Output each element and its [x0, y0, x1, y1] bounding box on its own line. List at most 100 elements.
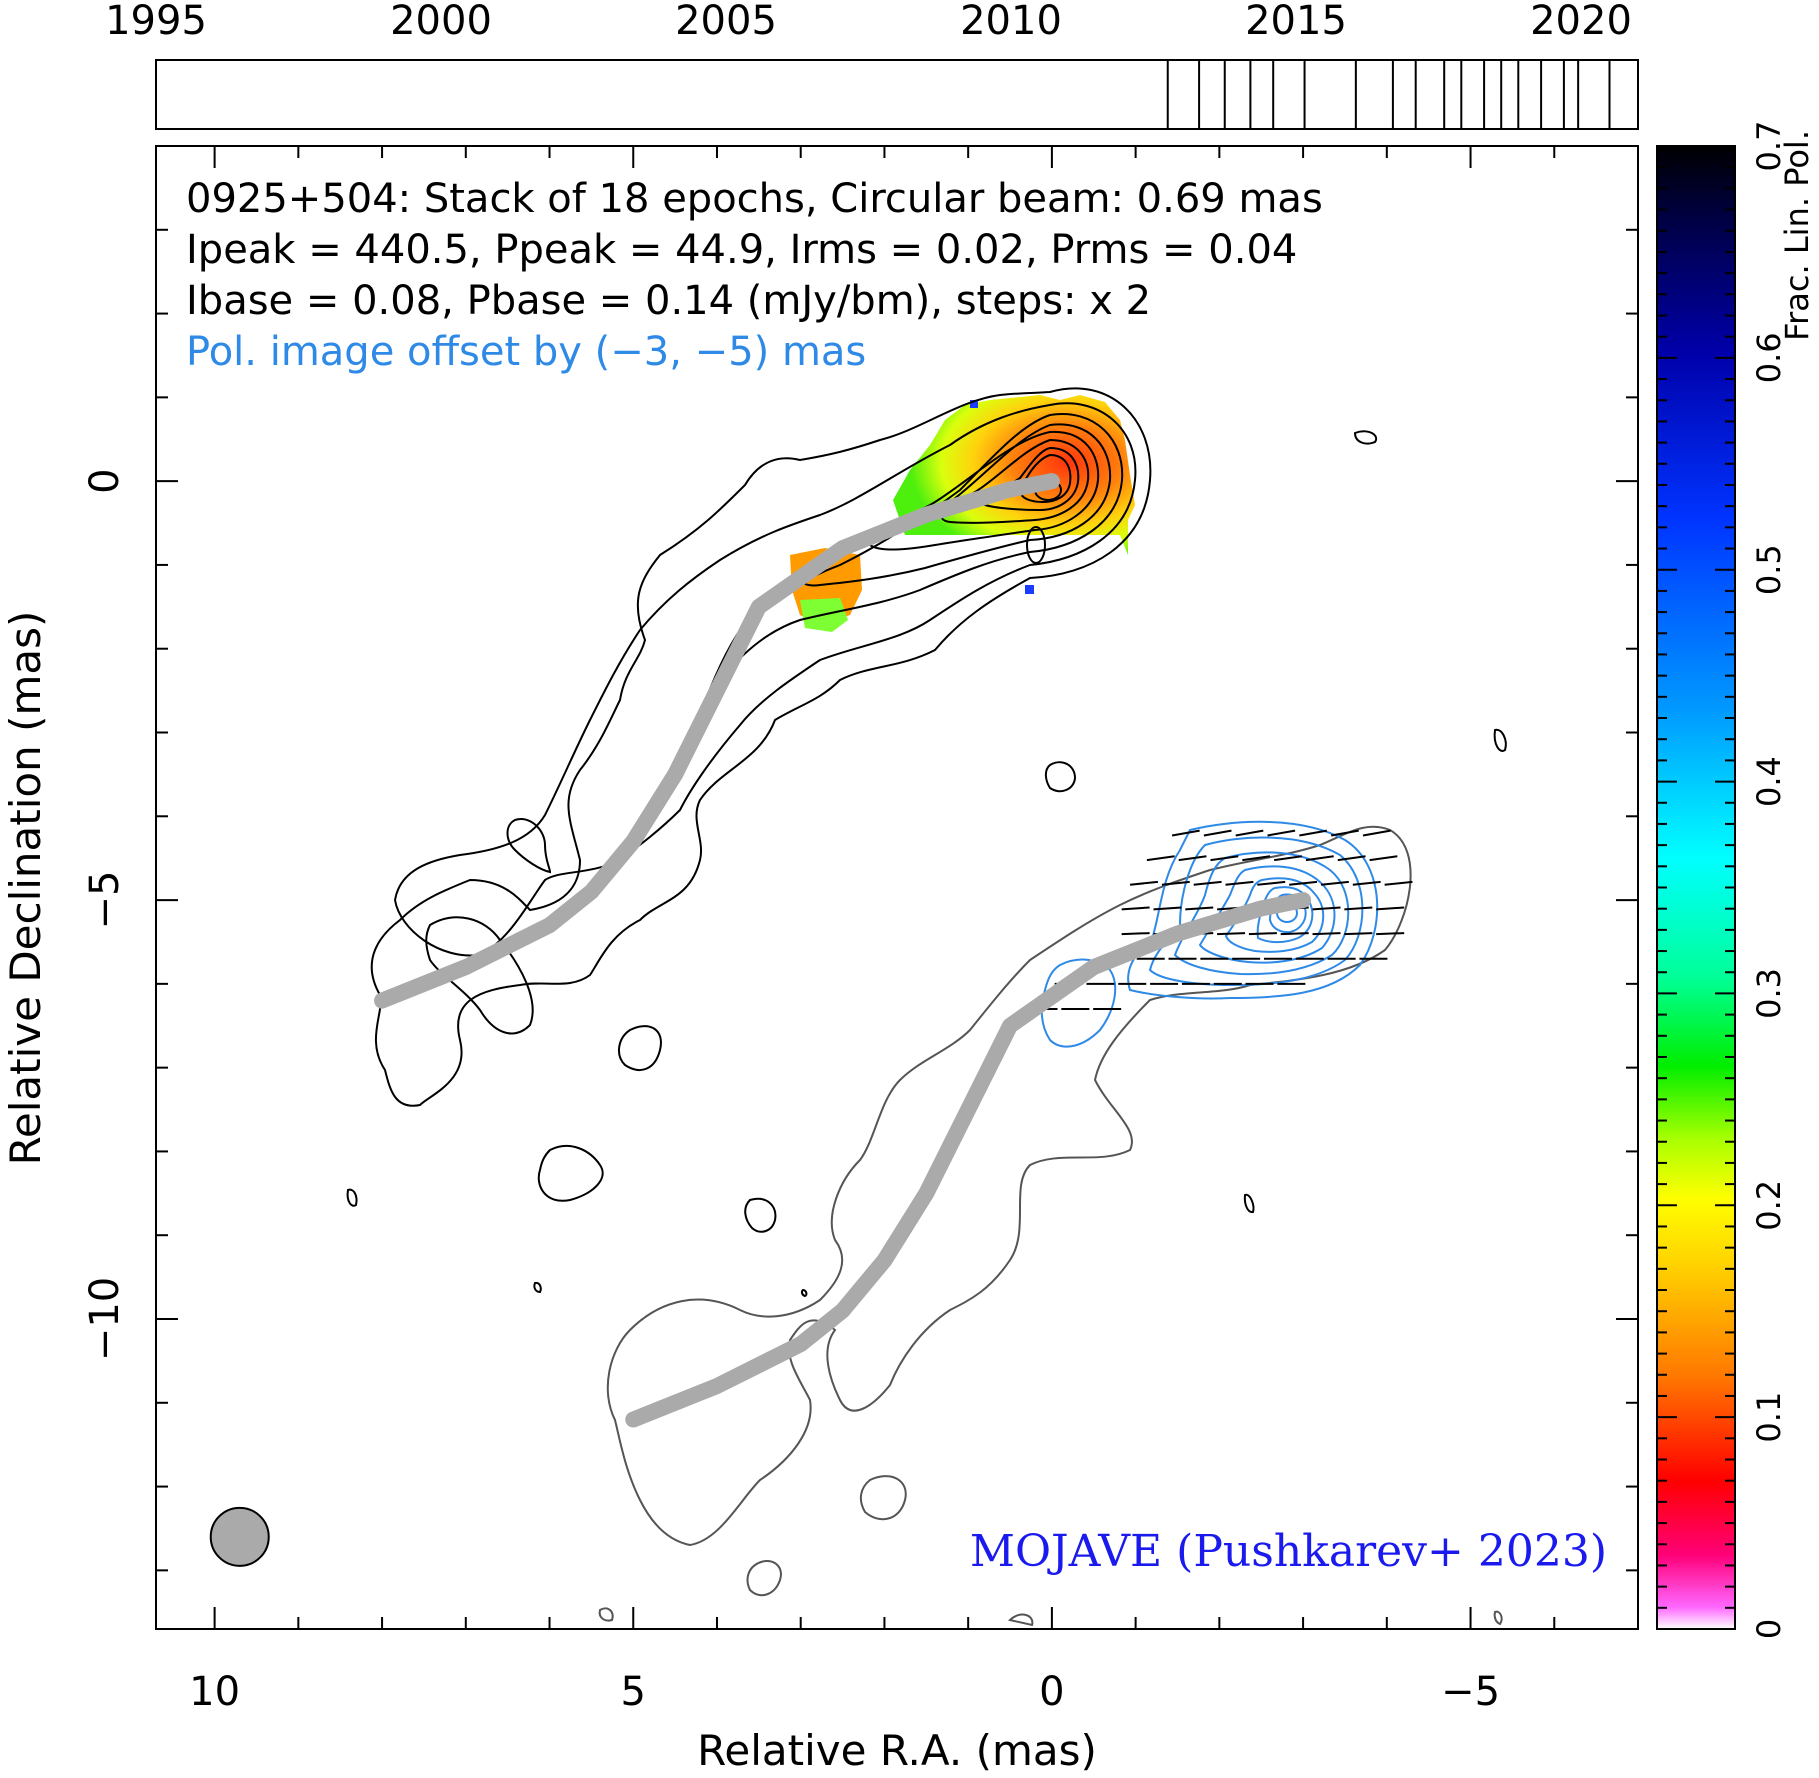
y-tick-label: 0 [82, 468, 128, 493]
x-axis-ticks [213, 146, 1639, 1629]
jet-ridgeline-offset [625, 892, 1312, 1428]
annotation-pol-offset: Pol. image offset by (−3, −5) mas [186, 329, 866, 375]
y-tick-labels: 0 −5 −10 [82, 468, 128, 1361]
beam-ellipse [209, 1506, 270, 1567]
contour-6 [940, 438, 1090, 524]
x-tick-label: −5 [1441, 1669, 1500, 1715]
timeline-year-label: 2020 [1530, 0, 1632, 44]
evpa-tick [1129, 880, 1159, 886]
epoch-timeline: 1995 2000 2005 2010 2015 2020 [105, 0, 1639, 130]
contour-7 [983, 446, 1080, 512]
evpa-tick [1376, 906, 1405, 911]
contour-island [533, 1281, 542, 1294]
evpa-tick [1248, 932, 1277, 936]
evpa-tick [1178, 855, 1207, 862]
colorbar-tick-label: 0.1 [1750, 1392, 1788, 1443]
evpa-tick [1376, 932, 1405, 936]
evpa-tick [1312, 906, 1341, 911]
evpa-tick [1146, 855, 1175, 862]
evpa-tick [1280, 932, 1309, 936]
evpa-tick [1344, 932, 1373, 936]
offset-contour-outer [606, 825, 1412, 1547]
contour-island [1493, 728, 1507, 752]
evpa-tick [1369, 855, 1398, 862]
colorbar-tick-label: 0.6 [1750, 332, 1788, 383]
contour-island [1243, 1193, 1255, 1214]
pol-contour-3 [1173, 851, 1350, 976]
evpa-tick [1153, 906, 1182, 911]
offset-contour-island [859, 1475, 907, 1521]
evpa-tick [1257, 880, 1286, 886]
offset-contour-island [1008, 1613, 1034, 1627]
timeline-year-label: 2000 [390, 0, 492, 44]
jet-ridgeline [374, 473, 1060, 1009]
evpa-tick [1312, 932, 1341, 936]
timeline-epoch-marks [1166, 60, 1611, 129]
colorbar-tick-label: 0 [1750, 1619, 1788, 1639]
evpa-tick [1344, 906, 1373, 911]
x-tick-label: 0 [1039, 1669, 1064, 1715]
evpa-tick [1320, 880, 1349, 886]
colorbar-tick-labels: 0 0.1 0.2 0.3 0.4 0.5 0.6 0.7 [1750, 121, 1788, 1640]
timeline-year-label: 2010 [960, 0, 1062, 44]
evpa-tick [1330, 829, 1359, 837]
contour-island [800, 1288, 808, 1298]
evpa-tick [1193, 880, 1222, 886]
evpa-tick [1305, 855, 1334, 862]
offset-stokes-i-contour [598, 825, 1503, 1627]
colorbar-tick-label: 0.7 [1750, 121, 1788, 172]
offset-contour-island [746, 1560, 782, 1597]
colorbar: 0 0.1 0.2 0.3 0.4 0.5 0.6 0.7 Frac. Lin. Pol. [1656, 121, 1816, 1640]
colorbar-tick-label: 0.5 [1750, 544, 1788, 595]
fpol-blue-pixel [1025, 585, 1034, 594]
evpa-tick [1274, 855, 1303, 862]
evpa-tick [1289, 880, 1318, 886]
timeline-year-labels: 1995 2000 2005 2010 2015 2020 [105, 0, 1632, 44]
evpa-tick [1362, 829, 1391, 837]
plot-frame [155, 145, 1639, 1630]
y-axis-ticks [156, 145, 1638, 1572]
contour-island [1044, 761, 1077, 793]
contour-island [744, 1197, 777, 1233]
x-axis-title: Relative R.A. (mas) [697, 1726, 1097, 1775]
offset-contour-island [1493, 1610, 1503, 1626]
evpa-tick [1384, 880, 1413, 886]
timeline-year-label: 2005 [675, 0, 777, 44]
y-axis-title: Relative Declination (mas) [1, 611, 50, 1166]
evpa-tick [1210, 855, 1239, 862]
annotation-line2: Ipeak = 440.5, Ppeak = 44.9, Irms = 0.02… [186, 227, 1297, 273]
evpa-tick [1235, 829, 1264, 837]
contour-5 [868, 430, 1100, 551]
contour-island [506, 818, 552, 874]
timeline-box [155, 59, 1639, 130]
evpa-tick [1203, 829, 1232, 837]
contour-island [1353, 430, 1378, 445]
pol-contour-5 [1224, 877, 1325, 953]
contour-core-inner [1026, 526, 1046, 564]
evpa-tick [1121, 906, 1150, 911]
evpa-tick [1337, 855, 1366, 862]
timeline-year-label: 1995 [105, 0, 207, 44]
evpa-tick [1299, 829, 1328, 837]
evpa-tick [1352, 880, 1381, 886]
evpa-tick [1242, 855, 1271, 862]
colorbar-title: Frac. Lin. Pol. [1778, 130, 1816, 341]
pol-contour-4 [1198, 865, 1336, 964]
credit-text: MOJAVE (Pushkarev+ 2023) [970, 1526, 1607, 1577]
evpa-tick [1121, 932, 1150, 936]
x-tick-label: 10 [189, 1669, 240, 1715]
y-tick-label: −5 [82, 871, 128, 930]
evpa-tick [1185, 906, 1214, 911]
offset-contour-island [598, 1607, 614, 1622]
colorbar-tick-label: 0.4 [1750, 756, 1788, 807]
annotation-line3: Ibase = 0.08, Pbase = 0.14 (mJy/bm), ste… [186, 278, 1151, 324]
evpa-tick [1267, 829, 1296, 837]
x-tick-label: 5 [621, 1669, 646, 1715]
colorbar-ticks [1657, 145, 1735, 1630]
contour-blob [425, 916, 534, 1035]
evpa-tick [1161, 880, 1190, 886]
colorbar-gradient [1656, 145, 1736, 1630]
contour-outer [370, 387, 1152, 1107]
contour-island [346, 1188, 358, 1207]
